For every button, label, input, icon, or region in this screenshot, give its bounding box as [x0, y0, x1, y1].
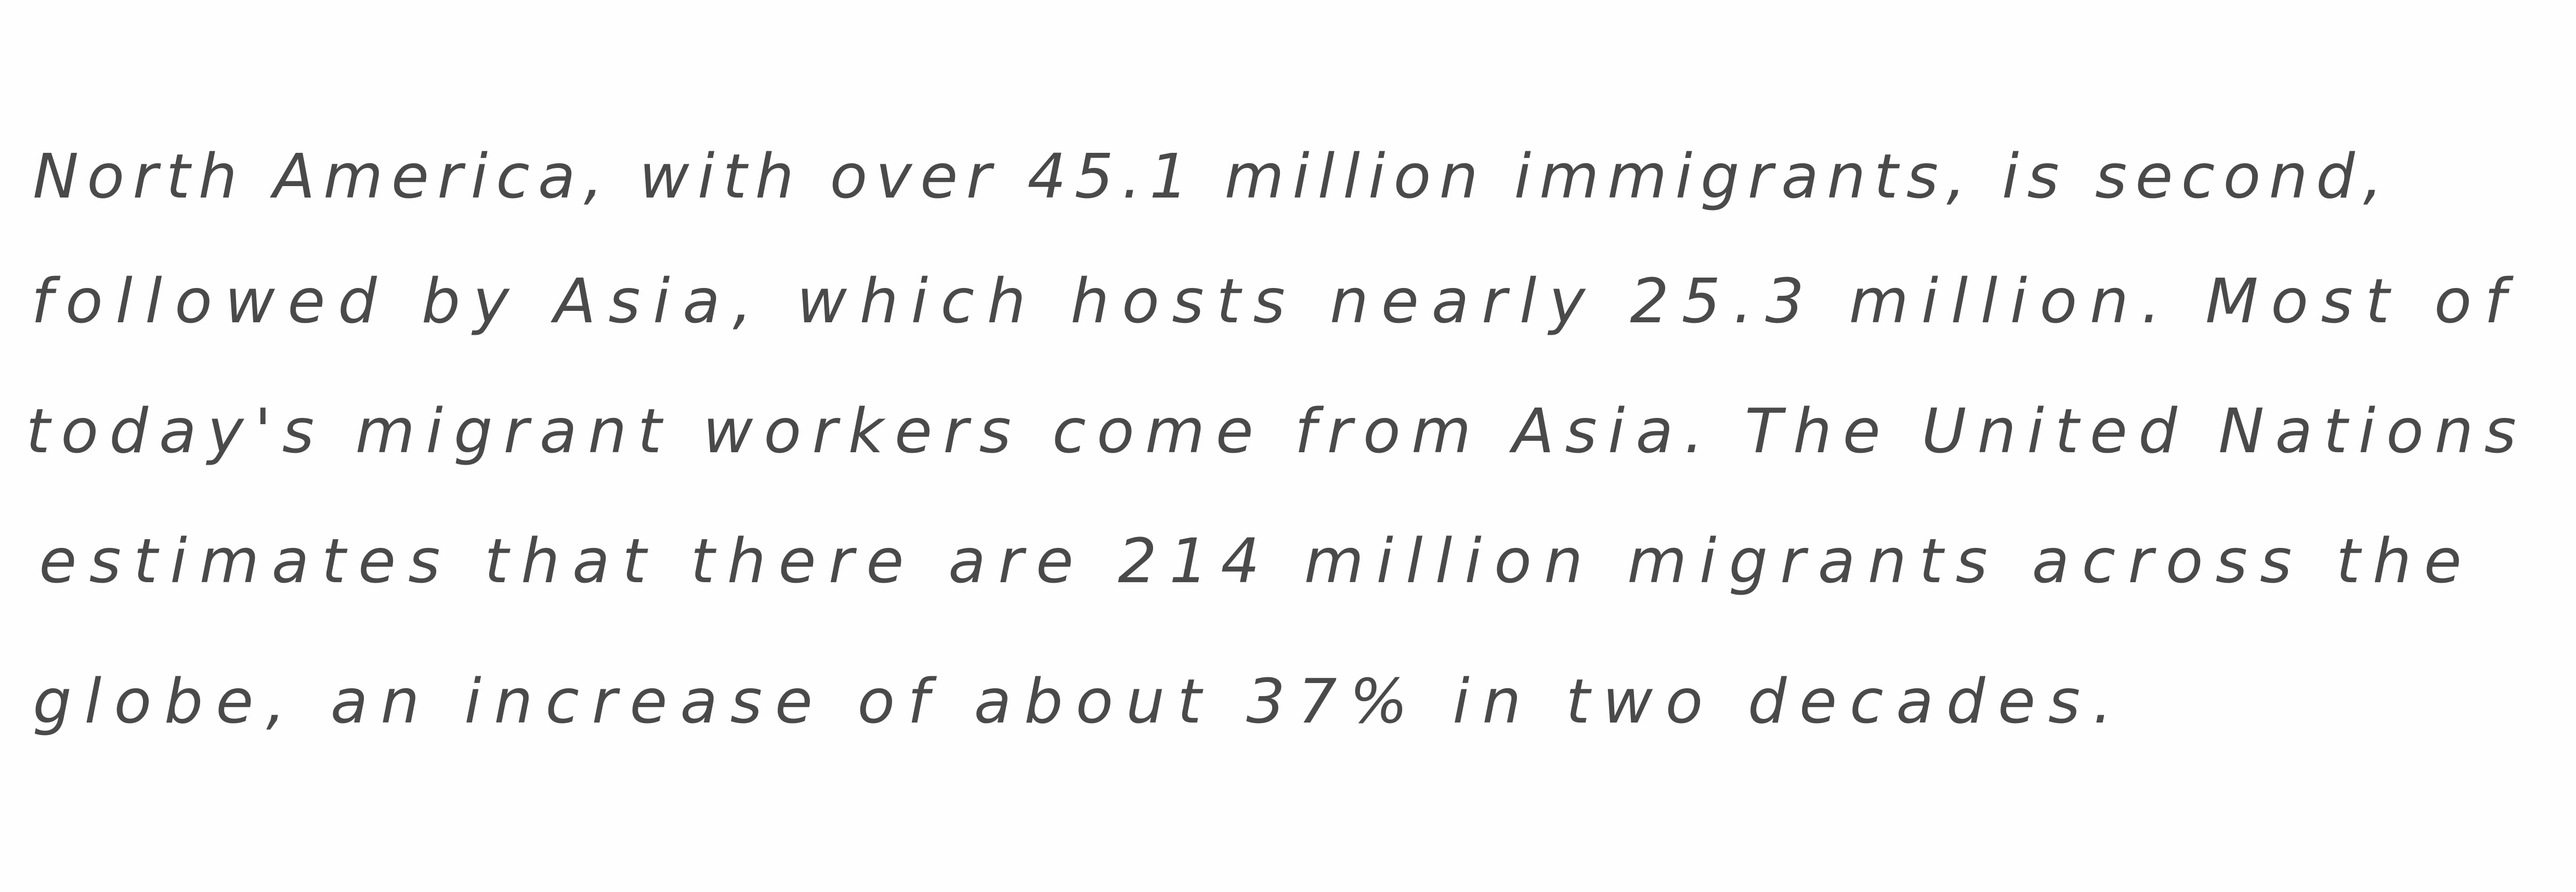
handwritten-line: today's migrant workers come from Asia. …: [26, 395, 2516, 467]
handwritten-line: North America, with over 45.1 million im…: [33, 140, 2383, 212]
handwritten-line: followed by Asia, which hosts nearly 25.…: [31, 265, 2514, 337]
